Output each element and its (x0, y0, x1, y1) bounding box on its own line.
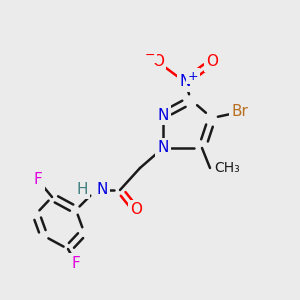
Text: N: N (179, 74, 191, 89)
Text: N: N (97, 182, 108, 197)
Text: N: N (157, 107, 169, 122)
Text: O: O (152, 55, 164, 70)
Text: +: + (188, 70, 198, 83)
Text: O: O (206, 55, 218, 70)
Text: N: N (157, 140, 169, 155)
Text: O: O (130, 202, 142, 217)
Text: CH₃: CH₃ (214, 161, 240, 175)
Text: F: F (72, 256, 80, 271)
Text: F: F (34, 172, 42, 188)
Text: H: H (76, 182, 88, 197)
Text: Br: Br (232, 104, 248, 119)
Text: −: − (145, 49, 155, 62)
